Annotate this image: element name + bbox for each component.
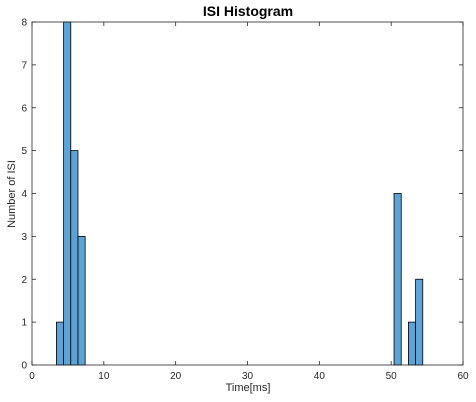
y-tick-label-5: 5 <box>21 146 27 157</box>
histogram-bar-5 <box>408 321 416 366</box>
chart-title: ISI Histogram <box>203 3 293 19</box>
y-tick-label-0: 0 <box>21 361 27 372</box>
x-tick-label-0: 0 <box>29 371 35 382</box>
y-tick-label-1: 1 <box>21 318 27 329</box>
x-axis-label: Time[ms] <box>226 382 271 394</box>
bars-group <box>56 21 424 366</box>
y-tick-label-4: 4 <box>21 189 27 200</box>
histogram-bar-6 <box>415 278 424 366</box>
x-tick-label-1: 10 <box>98 371 110 382</box>
y-tick-label-3: 3 <box>21 232 27 243</box>
y-axis-ticks: 0 1 2 3 4 5 6 7 8 <box>21 18 463 372</box>
y-tick-label-2: 2 <box>21 275 27 286</box>
histogram-bar-3 <box>77 235 86 366</box>
histogram-bar-2 <box>70 150 79 366</box>
histogram-bar-4 <box>393 193 402 366</box>
x-axis-ticks: 0 10 20 30 40 50 60 <box>29 22 469 382</box>
y-tick-label-6: 6 <box>21 103 27 114</box>
y-axis-label: Number of ISI <box>6 160 18 228</box>
x-tick-label-5: 50 <box>386 371 398 382</box>
histogram-bar-0 <box>56 321 65 366</box>
histogram-bar-1 <box>63 21 72 366</box>
x-tick-label-2: 20 <box>170 371 182 382</box>
y-tick-label-8: 8 <box>21 18 27 29</box>
x-tick-label-3: 30 <box>242 371 254 382</box>
x-tick-label-4: 40 <box>314 371 326 382</box>
y-tick-label-7: 7 <box>21 60 27 71</box>
x-tick-label-6: 60 <box>457 371 469 382</box>
